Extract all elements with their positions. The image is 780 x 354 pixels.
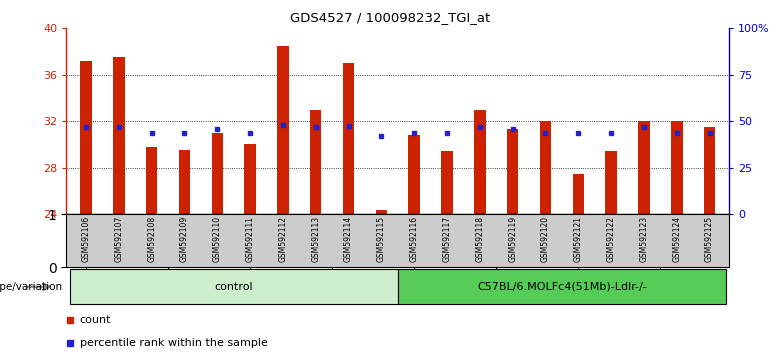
Bar — [343, 63, 354, 214]
Bar — [704, 127, 715, 214]
Bar — [310, 110, 321, 214]
Bar — [474, 110, 486, 214]
Text: GSM592117: GSM592117 — [442, 216, 452, 262]
Bar — [573, 173, 584, 214]
Text: percentile rank within the sample: percentile rank within the sample — [80, 338, 268, 348]
Bar — [409, 135, 420, 214]
Bar — [605, 152, 617, 214]
Text: GSM592120: GSM592120 — [541, 216, 550, 262]
Text: GSM592107: GSM592107 — [115, 216, 123, 262]
Text: GSM592123: GSM592123 — [640, 216, 648, 262]
Text: genotype/variation: genotype/variation — [0, 282, 62, 292]
Text: GDS4527 / 100098232_TGI_at: GDS4527 / 100098232_TGI_at — [290, 11, 490, 24]
Text: GSM592125: GSM592125 — [705, 216, 714, 262]
Bar — [179, 150, 190, 214]
Text: GSM592109: GSM592109 — [180, 216, 189, 262]
Text: GSM592116: GSM592116 — [410, 216, 419, 262]
Bar — [376, 210, 387, 214]
Bar — [80, 61, 92, 214]
Text: GSM592119: GSM592119 — [509, 216, 517, 262]
Bar — [211, 133, 223, 214]
Text: GSM592114: GSM592114 — [344, 216, 353, 262]
Text: C57BL/6.MOLFc4(51Mb)-Ldlr-/-: C57BL/6.MOLFc4(51Mb)-Ldlr-/- — [477, 282, 647, 292]
Text: GSM592112: GSM592112 — [278, 216, 287, 262]
Text: control: control — [215, 282, 253, 292]
Bar — [244, 144, 256, 214]
Bar — [69, 269, 398, 304]
Text: GSM592121: GSM592121 — [574, 216, 583, 262]
Text: count: count — [80, 315, 111, 325]
Text: GSM592115: GSM592115 — [377, 216, 386, 262]
Bar — [146, 147, 158, 214]
Bar — [113, 57, 125, 214]
Bar — [398, 269, 726, 304]
Text: GSM592122: GSM592122 — [607, 216, 615, 262]
Text: GSM592113: GSM592113 — [311, 216, 321, 262]
Bar — [671, 121, 682, 214]
Text: GSM592124: GSM592124 — [672, 216, 681, 262]
Bar — [277, 46, 289, 214]
Text: GSM592118: GSM592118 — [475, 216, 484, 262]
Text: GSM592110: GSM592110 — [213, 216, 222, 262]
Bar — [638, 121, 650, 214]
Text: GSM592106: GSM592106 — [81, 216, 90, 262]
Bar — [540, 121, 551, 214]
Bar — [507, 129, 519, 214]
Bar — [441, 152, 452, 214]
Text: GSM592108: GSM592108 — [147, 216, 156, 262]
Text: GSM592111: GSM592111 — [246, 216, 254, 262]
